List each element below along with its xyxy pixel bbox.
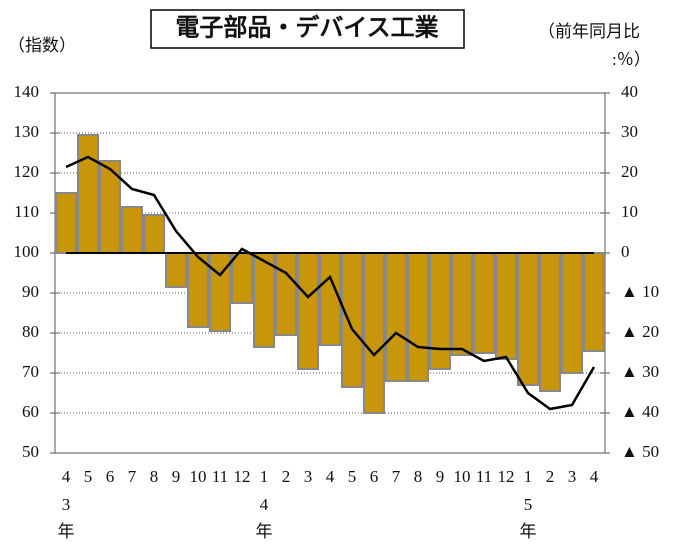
y-tick-label: 80 <box>22 322 39 341</box>
bar <box>473 252 495 354</box>
bar <box>121 206 143 254</box>
x-tick-label: 12 <box>498 467 515 486</box>
bar <box>297 252 319 370</box>
bar <box>583 252 605 352</box>
y-tick-label: 60 <box>22 402 39 421</box>
chart-title: 電子部品・デバイス工業 <box>175 14 438 42</box>
x-tick-label: 7 <box>128 467 137 486</box>
y2-tick-label: ▲ 30 <box>621 362 659 381</box>
x-tick-label: 4 <box>326 467 335 486</box>
bar <box>561 252 583 374</box>
x-tick-label: 3 <box>568 467 577 486</box>
year-unit: 年 <box>256 522 273 541</box>
year-label: 4 <box>260 495 269 514</box>
x-tick-label: 1 <box>260 467 269 486</box>
bar <box>143 214 165 254</box>
y2-tick-label: 20 <box>621 162 638 181</box>
y2-axis-label: :％） <box>612 50 651 69</box>
bar <box>407 252 429 382</box>
x-tick-label: 7 <box>392 467 401 486</box>
y2-tick-label: 0 <box>621 242 630 261</box>
y-tick-label: 100 <box>14 242 40 261</box>
bar <box>275 252 297 336</box>
year-label: 5 <box>524 495 533 514</box>
y2-axis-label: （前年同月比 <box>538 22 640 41</box>
bar <box>55 192 77 254</box>
x-tick-label: 2 <box>282 467 291 486</box>
y-tick-label: 110 <box>14 202 39 221</box>
bar <box>539 252 561 392</box>
x-tick-label: 11 <box>476 467 492 486</box>
bar <box>165 252 187 288</box>
x-tick-label: 5 <box>348 467 357 486</box>
y2-tick-label: 40 <box>621 82 638 101</box>
line <box>65 155 596 411</box>
y-tick-label: 130 <box>14 122 40 141</box>
bar <box>319 252 341 346</box>
bar <box>385 252 407 382</box>
y-tick-label: 140 <box>14 82 40 101</box>
x-tick-label: 2 <box>546 467 555 486</box>
y2-tick-label: ▲ 10 <box>621 282 659 301</box>
y-tick-label: 50 <box>22 442 39 461</box>
x-tick-label: 10 <box>190 467 207 486</box>
title-box <box>150 9 465 49</box>
y2-tick-label: 30 <box>621 122 638 141</box>
bar <box>495 252 517 360</box>
x-tick-label: 8 <box>150 467 159 486</box>
bar <box>451 252 473 356</box>
y-tick-label: 90 <box>22 282 39 301</box>
y-tick-label: 120 <box>14 162 40 181</box>
x-tick-label: 6 <box>370 467 379 486</box>
y2-tick-label: ▲ 40 <box>621 402 659 421</box>
bar <box>253 252 275 348</box>
year-label: 3 <box>62 495 71 514</box>
x-tick-label: 8 <box>414 467 423 486</box>
y-tick-label: 70 <box>22 362 39 381</box>
bar <box>429 252 451 370</box>
bar <box>363 252 385 414</box>
y2-tick-label: ▲ 50 <box>621 442 659 461</box>
bar <box>77 134 99 254</box>
x-tick-label: 5 <box>84 467 93 486</box>
year-unit: 年 <box>520 522 537 541</box>
x-tick-label: 9 <box>172 467 181 486</box>
y2-tick-label: ▲ 20 <box>621 322 659 341</box>
x-tick-label: 11 <box>212 467 228 486</box>
x-tick-label: 3 <box>304 467 313 486</box>
y-axis-label: （指数） <box>8 36 76 55</box>
bar <box>517 252 539 386</box>
bar <box>341 252 363 388</box>
x-tick-label: 10 <box>454 467 471 486</box>
year-unit: 年 <box>58 522 75 541</box>
bar <box>209 252 231 332</box>
x-tick-label: 6 <box>106 467 115 486</box>
x-tick-label: 1 <box>524 467 533 486</box>
x-tick-label: 9 <box>436 467 445 486</box>
x-tick-label: 4 <box>590 467 599 486</box>
x-tick-label: 12 <box>234 467 251 486</box>
y2-tick-label: 10 <box>621 202 638 221</box>
bar <box>231 252 253 304</box>
x-tick-label: 4 <box>62 467 71 486</box>
